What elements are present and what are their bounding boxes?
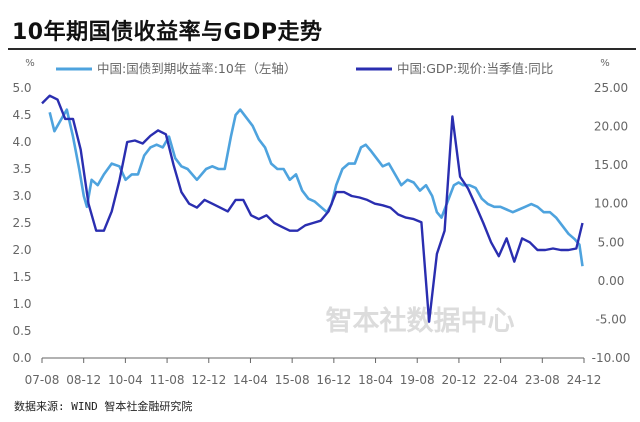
left-tick-label: 3.0 [12,189,31,203]
left-tick-label: 4.5 [12,108,31,122]
left-tick-label: 1.0 [12,297,31,311]
x-tick-label: 18-04 [358,373,393,387]
chart-title: 10年期国债收益率与GDP走势 [12,20,323,45]
right-axis-ticks: 25.00 20.00 15.00 10.00 5.00 0.00 -5.00 -10.00 [592,81,631,365]
left-tick-label: 2.5 [12,216,31,230]
source-note: 数据来源: WIND 智本社金融研究院 [14,400,193,413]
x-tick-label: 12-12 [191,373,226,387]
right-tick-label: 20.00 [594,120,628,134]
x-tick-label: 14-04 [233,373,268,387]
x-tick-label: 15-08 [275,373,310,387]
right-axis-unit: % [600,58,610,69]
x-tick-label: 20-12 [441,373,476,387]
left-tick-label: 5.0 [12,81,31,95]
x-tick-label: 23-08 [525,373,560,387]
x-tick-label: 16-12 [316,373,351,387]
right-tick-label: -5.00 [595,312,626,326]
series-line-gdp [41,94,584,323]
x-tick-label: 24-12 [567,373,602,387]
left-tick-label: 2.0 [12,243,31,257]
left-axis-ticks: 5.0 4.5 4.0 3.5 3.0 2.5 2.0 1.5 1.0 0.5 0.0 [12,81,31,365]
right-tick-label: 5.00 [598,235,625,249]
right-tick-label: -10.00 [592,351,631,365]
x-tick-label: 22-04 [483,373,518,387]
right-tick-label: 15.00 [594,158,628,172]
x-tick-label: 08-12 [66,373,101,387]
right-tick-label: 10.00 [594,197,628,211]
left-tick-label: 0.5 [12,324,31,338]
left-tick-label: 4.0 [12,135,31,149]
series-line-bond-yield [48,108,584,267]
right-tick-label: 0.00 [598,274,625,288]
legend-label-gdp: 中国:GDP:现价:当季值:同比 [397,61,553,76]
x-tick-label: 19-08 [400,373,435,387]
watermark: 智本社数据中心 [326,305,515,337]
left-axis-unit: % [25,58,35,69]
left-tick-label: 1.5 [12,270,31,284]
left-tick-label: 0.0 [12,351,31,365]
x-tick-label: 07-08 [25,373,60,387]
x-tick-label: 11-08 [150,373,185,387]
right-tick-label: 25.00 [594,81,628,95]
x-tick-label: 10-04 [108,373,143,387]
x-axis-ticks: 07-08 08-12 10-04 11-08 12-12 14-04 15-08 16-12… [25,358,602,387]
legend: 中国:国债到期收益率:10年（左轴） 中国:GDP:现价:当季值:同比 [56,61,553,76]
title-divider [8,48,636,50]
left-tick-label: 3.5 [12,162,31,176]
legend-label-bond: 中国:国债到期收益率:10年（左轴） [97,61,296,76]
